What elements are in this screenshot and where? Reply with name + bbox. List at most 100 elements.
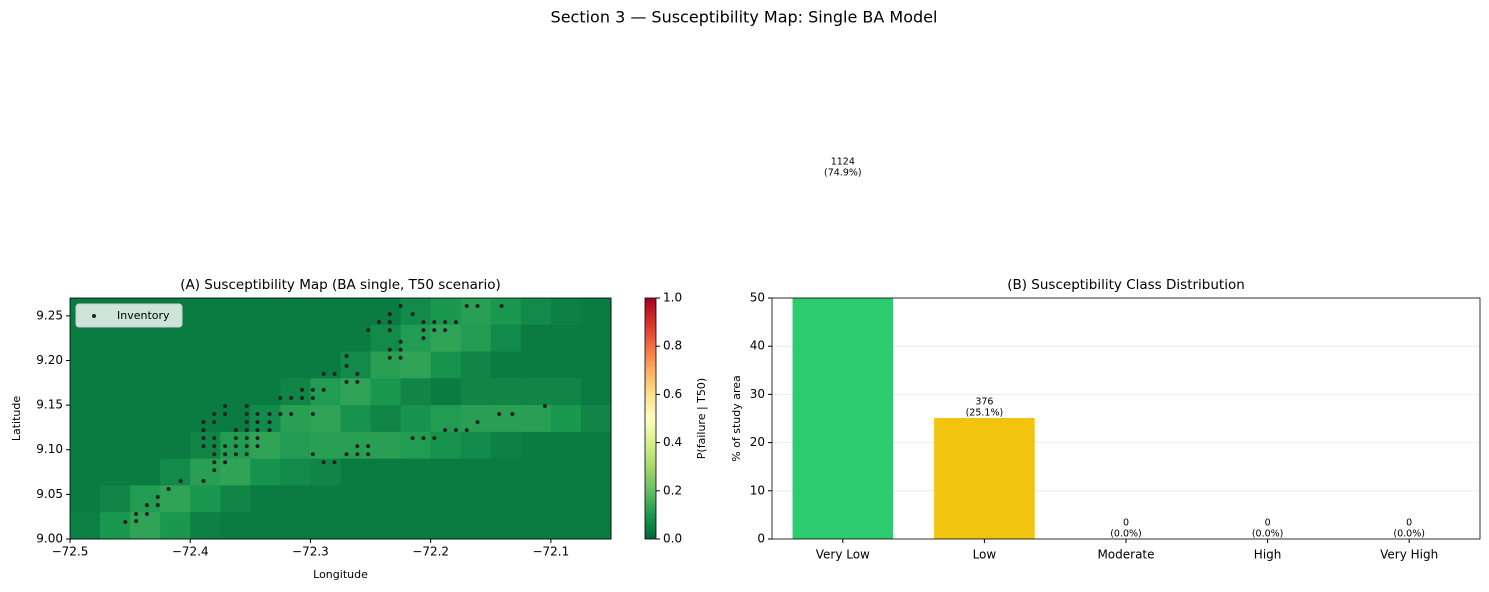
raster-cell xyxy=(370,351,402,379)
inventory-point xyxy=(123,520,128,525)
inventory-point xyxy=(398,355,403,360)
raster-cell xyxy=(580,512,612,540)
raster-cell xyxy=(280,324,311,353)
raster-cell xyxy=(280,512,311,540)
colorbar-tick-label: 1.0 xyxy=(663,291,682,305)
raster-cell xyxy=(250,378,281,406)
raster-cell xyxy=(100,485,131,513)
inventory-point xyxy=(453,428,458,433)
inventory-point xyxy=(134,519,139,524)
suptitle: Section 3 — Susceptibility Map: Single B… xyxy=(551,8,938,27)
inventory-point xyxy=(212,412,217,417)
raster-cell xyxy=(460,485,492,513)
colorbar-tick-label: 0.0 xyxy=(663,532,682,546)
y-axis-label: Latitude xyxy=(10,396,23,442)
raster-cell xyxy=(430,405,462,433)
raster-cell xyxy=(70,512,101,540)
inventory-point xyxy=(244,452,249,457)
raster-cell xyxy=(550,405,582,433)
count-label: 0 xyxy=(1123,518,1129,529)
raster-cell xyxy=(430,485,462,513)
raster-cell xyxy=(280,458,311,486)
raster-cell xyxy=(250,405,281,433)
raster-cell xyxy=(100,324,131,353)
raster-cell xyxy=(130,431,161,460)
x-tick-label: Moderate xyxy=(1097,548,1154,562)
raster-cell xyxy=(490,324,522,353)
inventory-point xyxy=(464,428,469,433)
raster-cell xyxy=(310,512,341,540)
raster-cell xyxy=(160,324,191,353)
raster-cell xyxy=(520,458,552,486)
inventory-point xyxy=(344,363,349,368)
x-tick-label: −72.3 xyxy=(292,545,329,559)
inventory-point xyxy=(321,371,326,376)
axes-frame xyxy=(771,297,1481,540)
colorbar-tick-label: 0.2 xyxy=(663,483,682,497)
raster-cell xyxy=(340,298,372,326)
inventory-point xyxy=(344,452,349,457)
raster-cell xyxy=(220,378,251,406)
raster-cell xyxy=(430,351,462,379)
raster-cell xyxy=(100,351,131,379)
inventory-point xyxy=(201,444,206,449)
inventory-point xyxy=(267,428,272,433)
y-tick-label: 30 xyxy=(750,387,765,401)
raster-cell xyxy=(400,324,432,353)
inventory-point xyxy=(267,420,272,425)
raster-cell xyxy=(580,485,612,513)
raster-cell xyxy=(550,298,582,326)
raster-cell xyxy=(430,512,462,540)
raster-cell xyxy=(250,298,281,326)
inventory-point xyxy=(201,420,206,425)
raster-cell xyxy=(310,351,341,379)
raster-cell xyxy=(130,324,161,353)
inventory-point xyxy=(310,387,315,392)
raster-cell xyxy=(520,298,552,326)
raster-cell xyxy=(550,378,582,406)
raster-cell xyxy=(340,512,372,540)
raster-cell xyxy=(280,298,311,326)
inventory-point xyxy=(310,395,315,400)
raster-cell xyxy=(70,485,101,513)
raster-cell xyxy=(460,378,492,406)
raster-cell xyxy=(190,298,221,326)
inventory-point xyxy=(410,436,415,441)
raster-cell xyxy=(520,324,552,353)
raster-cell xyxy=(370,458,402,486)
raster-cell xyxy=(400,458,432,486)
inventory-point xyxy=(212,468,217,473)
count-label: 376 xyxy=(975,397,993,408)
inventory-point xyxy=(212,452,217,457)
raster-cell xyxy=(520,431,552,460)
inventory-point xyxy=(155,495,160,500)
inventory-point xyxy=(233,436,238,441)
raster-cell xyxy=(310,431,341,460)
raster-cell xyxy=(580,405,612,433)
raster-cell xyxy=(400,298,432,326)
inventory-point xyxy=(255,436,260,441)
inventory-point xyxy=(321,460,326,465)
y-tick-label: 9.10 xyxy=(36,442,63,456)
inventory-point xyxy=(255,444,260,449)
inventory-point xyxy=(432,320,437,325)
x-tick-label: Low xyxy=(973,548,997,562)
raster-cell xyxy=(460,512,492,540)
raster-cell xyxy=(100,378,131,406)
inventory-point xyxy=(300,395,305,400)
raster-cell xyxy=(130,378,161,406)
raster-cell xyxy=(430,458,462,486)
raster-cell xyxy=(550,458,582,486)
raster-cell xyxy=(520,512,552,540)
inventory-point xyxy=(443,320,448,325)
inventory-point xyxy=(223,404,228,409)
inventory-point xyxy=(223,452,228,457)
raster-cell xyxy=(340,324,372,353)
raster-cell xyxy=(460,351,492,379)
legend-marker xyxy=(92,314,96,318)
raster-cell xyxy=(550,485,582,513)
colorbar-tick-label: 0.4 xyxy=(663,435,682,449)
axes-frame xyxy=(69,297,612,540)
inventory-point xyxy=(421,320,426,325)
y-axis-label: % of study area xyxy=(730,375,743,462)
